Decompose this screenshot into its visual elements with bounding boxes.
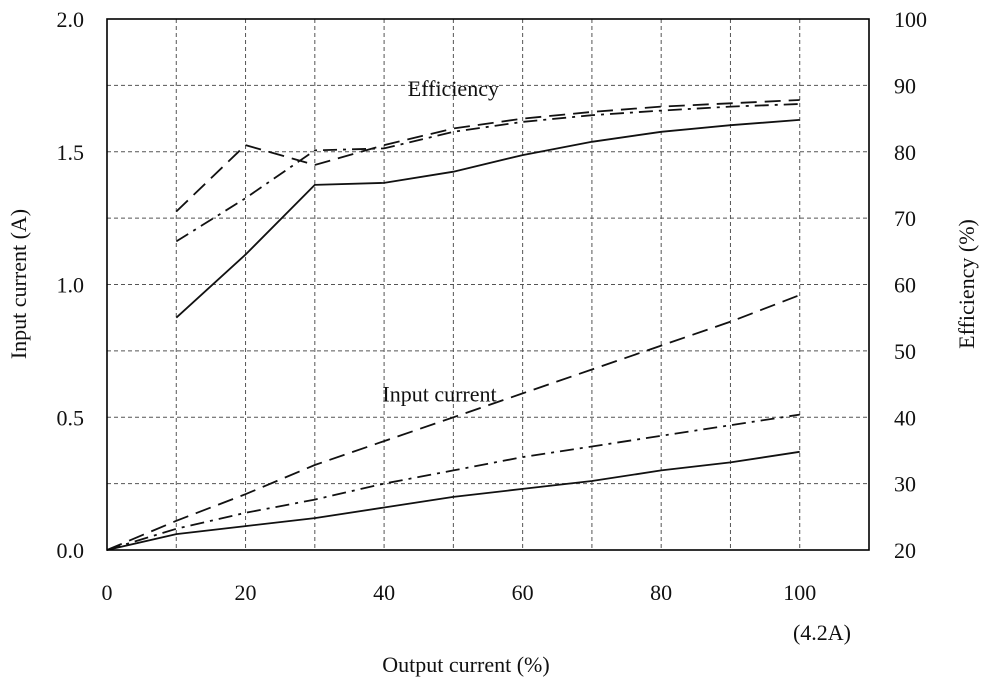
x-tick-label: 100 bbox=[783, 580, 816, 605]
y2-tick-label: 90 bbox=[894, 73, 916, 98]
gridlines bbox=[107, 19, 869, 550]
y-axis-label: Input current (A) bbox=[6, 209, 31, 359]
input-current-line-dashdot bbox=[106, 413, 800, 551]
y2-tick-label: 80 bbox=[894, 140, 916, 165]
x-axis-label: Output current (%) bbox=[382, 652, 549, 677]
x-tick-label: 80 bbox=[650, 580, 672, 605]
y-tick-label: 1.0 bbox=[57, 273, 85, 298]
y2-tick-label: 50 bbox=[894, 339, 916, 364]
x-axis-note: (4.2A) bbox=[793, 620, 851, 645]
input-current-line-dashed bbox=[106, 294, 801, 551]
y-tick-label: 0.0 bbox=[57, 538, 85, 563]
y2-axis-label: Efficiency (%) bbox=[954, 219, 979, 349]
efficiency-line-solid bbox=[175, 119, 800, 319]
efficiency-line-dashed bbox=[175, 99, 800, 213]
y2-tick-label: 30 bbox=[894, 472, 916, 497]
y-tick-label: 1.5 bbox=[57, 140, 85, 165]
plot-frame bbox=[106, 18, 870, 551]
chart-annotation: Efficiency bbox=[408, 76, 499, 101]
input-current-line-solid bbox=[106, 450, 800, 551]
x-tick-label: 0 bbox=[102, 580, 113, 605]
y2-tick-label: 40 bbox=[894, 405, 916, 430]
tick-labels: 0 20 40 60 80 100 0.0 0.5 1.0 1.5 2.0 20 30 40 50 60 70 8… bbox=[57, 7, 928, 605]
y2-tick-label: 20 bbox=[894, 538, 916, 563]
x-tick-label: 20 bbox=[235, 580, 257, 605]
efficiency-line-dashdot bbox=[175, 103, 800, 243]
chart-annotation: Input current bbox=[382, 381, 496, 406]
series-lines bbox=[106, 99, 801, 551]
y2-tick-label: 70 bbox=[894, 206, 916, 231]
y-tick-label: 2.0 bbox=[57, 7, 85, 32]
y2-tick-label: 100 bbox=[894, 7, 927, 32]
y2-tick-label: 60 bbox=[894, 273, 916, 298]
x-tick-label: 40 bbox=[373, 580, 395, 605]
y-tick-label: 0.5 bbox=[57, 405, 85, 430]
annotations: Efficiency Input current bbox=[382, 76, 499, 406]
x-tick-label: 60 bbox=[512, 580, 534, 605]
